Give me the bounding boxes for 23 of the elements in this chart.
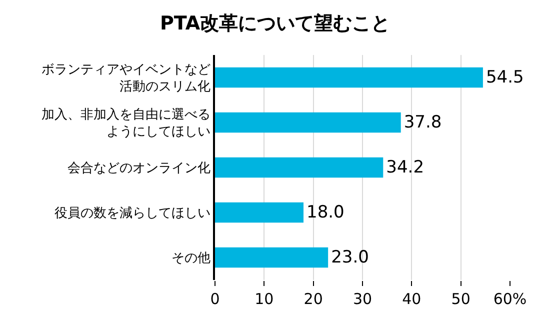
y-tick-label: ボランティアやイベントなど活動のスリム化 [42, 62, 211, 94]
y-tick-label: その他 [172, 251, 211, 266]
bar [215, 112, 401, 133]
data-label: 18.0 [306, 202, 344, 223]
y-tick-label: 加入、非加入を自由に選べるようにしてほしい [42, 108, 211, 140]
chart-title: PTA改革について望むこと [160, 12, 390, 34]
bar [215, 247, 328, 268]
bar [215, 202, 304, 223]
y-tick-label: 会合などのオンライン化 [68, 161, 211, 176]
x-tick-label: 10 [254, 290, 274, 308]
data-label: 37.8 [404, 112, 442, 133]
data-label: 34.2 [386, 158, 424, 178]
x-tick-label: 30 [352, 290, 372, 308]
x-tick-label: 40 [402, 290, 422, 308]
y-tick-label: 役員の数を減らしてほしい [54, 206, 211, 222]
data-label: 23.0 [331, 248, 369, 268]
x-tick-label: 20 [304, 290, 323, 308]
x-tick-label: 0 [210, 290, 220, 308]
x-tick-label: 60% [493, 290, 527, 308]
bar [215, 67, 483, 88]
bar [215, 157, 384, 178]
data-label: 54.5 [486, 68, 524, 88]
x-tick-label: 50 [451, 290, 470, 308]
